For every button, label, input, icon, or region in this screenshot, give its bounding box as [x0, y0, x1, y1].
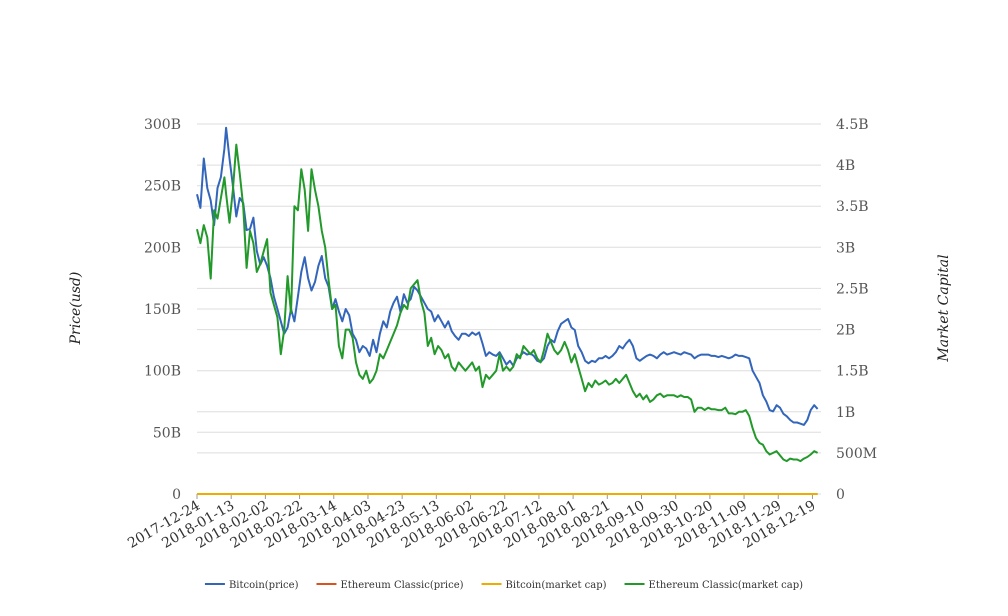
right-tick-label: 1B [836, 405, 855, 421]
right-tick-label: 1.5B [836, 364, 869, 380]
right-tick-label: 3.5B [836, 199, 869, 215]
left-tick-label: 50B [153, 425, 181, 441]
legend-label: Bitcoin(price) [229, 580, 299, 591]
right-y-axis-ticks: 0 500M 1B 1.5B 2B 2.5B 3B 3.5B 4B 4.5B [836, 117, 877, 503]
right-tick-label: 500M [836, 446, 877, 462]
legend-label: Ethereum Classic(price) [340, 580, 463, 591]
left-tick-label: 250B [144, 179, 181, 195]
left-tick-label: 0 [172, 487, 181, 503]
x-axis-ticks: 2017-12-242018-01-132018-02-022018-02-22… [125, 494, 818, 552]
left-tick-label: 150B [144, 302, 181, 318]
right-tick-label: 3B [836, 240, 855, 256]
left-axis-title: Price(usd) [68, 272, 84, 346]
right-tick-label: 4B [836, 158, 855, 174]
right-axis-title: Market Capital [936, 254, 952, 362]
left-tick-label: 200B [144, 240, 181, 256]
series-line-ethereum-classic-market-cap [196, 143, 819, 463]
series-line-bitcoin-price [196, 126, 819, 426]
right-tick-label: 4.5B [836, 117, 869, 133]
left-tick-label: 300B [144, 117, 181, 133]
legend-label: Ethereum Classic(market cap) [649, 580, 804, 591]
left-y-axis-ticks: 0 50B 100B 150B 200B 250B 300B [144, 117, 181, 503]
right-tick-label: 0 [836, 487, 845, 503]
legend-label: Bitcoin(market cap) [506, 580, 607, 591]
legend: Bitcoin(price) Ethereum Classic(price) Bit… [204, 580, 804, 591]
series-lines [196, 126, 819, 495]
left-tick-label: 100B [144, 364, 181, 380]
gridlines [197, 123, 821, 495]
right-tick-label: 2.5B [836, 281, 869, 297]
right-tick-label: 2B [836, 323, 855, 339]
